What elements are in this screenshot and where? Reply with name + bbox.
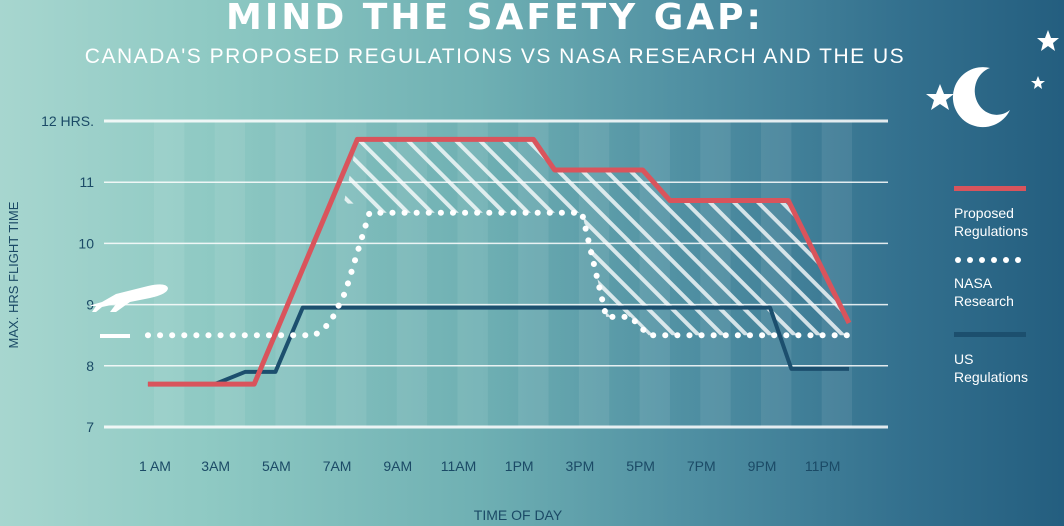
y-tick-labels: 7 8 9 10 11 12 HRS. xyxy=(41,113,94,435)
x-tick-label: 7AM xyxy=(323,458,352,474)
legend-swatch-nasa xyxy=(955,257,1021,263)
page-subtitle: CANADA'S PROPOSED REGULATIONS VS NASA RE… xyxy=(84,45,906,68)
x-tick-label: 9PM xyxy=(748,458,777,474)
x-tick-label: 11AM xyxy=(441,458,477,474)
series-line-proposed xyxy=(147,136,852,387)
x-tick-labels: 1 AM 3AM 5AM 7AM 9AM 11AM 1PM 3PM 5PM 7PM 9PM 11PM xyxy=(139,458,840,474)
time-band xyxy=(154,121,185,427)
legend-label-proposed: Proposed Regulations xyxy=(954,205,1028,239)
x-tick-label: 9AM xyxy=(383,458,412,474)
x-tick-label: 3AM xyxy=(201,458,230,474)
legend-swatch-proposed xyxy=(954,186,1026,191)
x-tick-label: 1PM xyxy=(505,458,534,474)
legend-swatch-us xyxy=(954,332,1026,337)
x-tick-label: 5AM xyxy=(262,458,291,474)
x-tick-label: 7PM xyxy=(687,458,716,474)
y-tick-label: 11 xyxy=(79,174,94,190)
x-tick-label: 3PM xyxy=(566,458,595,474)
page-title: MIND THE SAFETY GAP: xyxy=(226,0,764,38)
y-tick-label: 9 xyxy=(86,297,94,313)
x-tick-label: 5PM xyxy=(626,458,655,474)
legend-label-nasa: NASA Research xyxy=(954,275,1014,309)
moon-icon xyxy=(952,67,1010,128)
x-tick-label: 11PM xyxy=(805,458,841,474)
airplane-icon xyxy=(88,284,168,338)
legend-label-us: US Regulations xyxy=(954,351,1028,385)
safety-gap-hatched-area xyxy=(343,139,850,336)
series-layer xyxy=(144,136,853,387)
y-tick-label: 10 xyxy=(78,235,94,251)
series-line-nasa xyxy=(144,209,853,339)
star-icon xyxy=(1031,76,1045,89)
y-tick-label: 8 xyxy=(86,358,94,374)
x-tick-label: 1 AM xyxy=(139,458,171,474)
y-axis-label: MAX. HRS FLIGHT TIME xyxy=(6,201,21,348)
y-tick-label: 7 xyxy=(86,419,94,435)
x-axis-label: TIME OF DAY xyxy=(474,507,563,523)
star-icon xyxy=(1037,30,1059,51)
y-tick-label: 12 HRS. xyxy=(41,113,94,129)
star-icon xyxy=(926,84,954,110)
